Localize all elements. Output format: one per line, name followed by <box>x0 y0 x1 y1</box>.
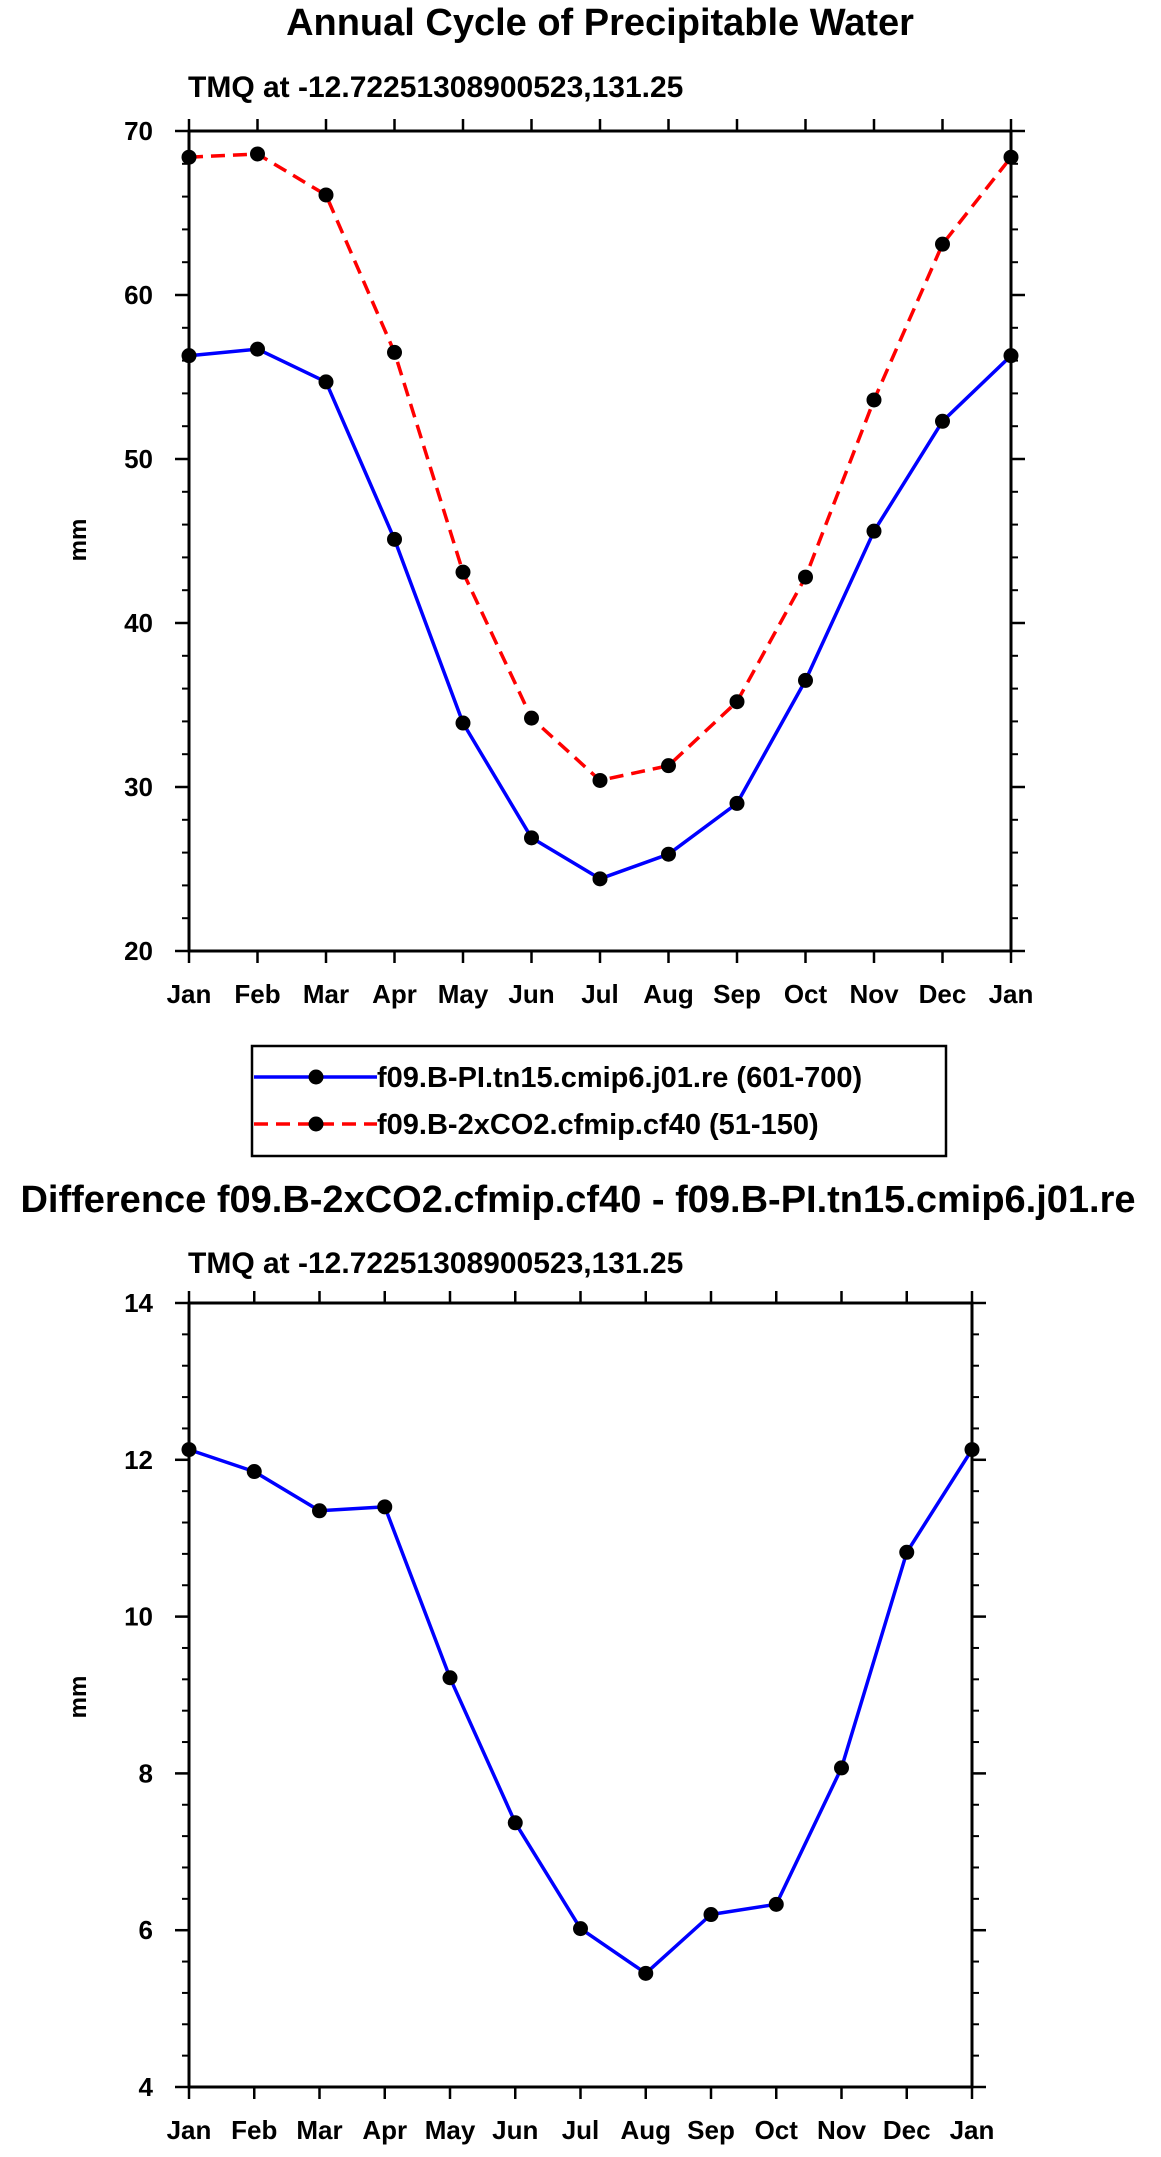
chart1-series1-point <box>387 531 402 547</box>
chart1-xtick-label: Jun <box>508 979 554 1009</box>
chart1-ytick-label: 40 <box>124 608 153 638</box>
chart2-ytick-label: 8 <box>139 1758 153 1788</box>
chart1-title: Annual Cycle of Precipitable Water <box>286 2 914 44</box>
chart1-series1-point <box>455 715 471 731</box>
chart1-series2-point <box>318 187 334 203</box>
chart1-xtick-label: Dec <box>919 979 967 1009</box>
chart1-ylabel: mm <box>65 519 92 562</box>
chart2-xtick-label: Oct <box>755 2115 799 2145</box>
chart2-xtick-label: Nov <box>817 2115 867 2145</box>
chart1-series1-point <box>250 341 265 357</box>
chart2-xtick-label: Jun <box>492 2115 538 2145</box>
chart1-series1-point <box>729 795 745 811</box>
chart1-series2-point <box>181 149 197 165</box>
chart2-series1-point <box>312 1503 327 1519</box>
chart1-series1-point <box>592 871 608 887</box>
chart2-series1-point <box>638 1965 654 1981</box>
chart1-plot: 20 30 40 50 60 70 Jan Feb Mar Apr May Jun Jul Aug Sep O… <box>124 116 1033 1009</box>
chart2-xtick-label: Feb <box>231 2115 277 2145</box>
legend-marker-series2 <box>308 1116 324 1132</box>
chart2-series1-point <box>246 1464 262 1480</box>
chart1-series2-point <box>524 710 539 726</box>
chart2-ytick-label: 10 <box>124 1602 153 1632</box>
chart2-title: Difference f09.B-2xCO2.cfmip.cf40 - f09.… <box>20 1179 1135 1221</box>
chart1-xtick-label: Jan <box>989 979 1034 1009</box>
chart2-xtick-label: Jan <box>167 2115 212 2145</box>
chart1-ytick-label: 20 <box>124 936 153 966</box>
chart1-series2-point <box>455 564 471 580</box>
chart1-ytick-label: 30 <box>124 772 153 802</box>
chart2-series1-point <box>768 1896 784 1912</box>
chart2-series1-point <box>507 1815 523 1831</box>
chart2-series1-point <box>573 1921 588 1937</box>
chart1-xtick-label: Sep <box>713 979 761 1009</box>
chart2-xtick-label: Jan <box>950 2115 995 2145</box>
chart2-ytick-label: 12 <box>124 1445 153 1475</box>
chart1-xtick-label: Aug <box>643 979 694 1009</box>
chart2-ylabel: mm <box>65 1676 92 1719</box>
chart2-frame <box>187 1301 974 2089</box>
chart1-legend: f09.B-PI.tn15.cmip6.j01.re (601-700) f09… <box>250 1044 948 1158</box>
chart1-frame <box>187 129 1013 953</box>
chart2-xtick-label: Jul <box>562 2115 600 2145</box>
chart2-series1-point <box>377 1499 393 1515</box>
chart2-xtick-label: Sep <box>687 2115 735 2145</box>
chart2-series1-point <box>834 1760 849 1776</box>
chart2-plot: 4 6 8 10 12 14 Jan Feb Mar Apr May Jun Jul Aug Sep Oct N… <box>124 1288 994 2145</box>
chart1-series1-point <box>798 672 813 688</box>
chart1-xtick-label: Mar <box>303 979 349 1009</box>
legend-label-series1: f09.B-PI.tn15.cmip6.j01.re (601-700) <box>377 1062 862 1094</box>
chart1-series1-point <box>524 830 539 846</box>
chart1-xtick-label: Nov <box>849 979 899 1009</box>
chart1-series1-point <box>866 523 882 539</box>
chart2-xtick-label: Apr <box>362 2115 407 2145</box>
chart2-ytick-label: 6 <box>139 1915 153 1945</box>
chart2-series1-point <box>703 1907 719 1923</box>
chart1-series2-point <box>661 758 676 774</box>
chart1-series1-point <box>935 413 950 429</box>
chart1-series-line-1 <box>188 347 1013 881</box>
chart2-series1-point <box>964 1442 980 1458</box>
legend-marker-series1 <box>308 1069 324 1085</box>
chart1-series2-point <box>729 694 745 710</box>
chart2-ytick-label: 4 <box>139 2072 154 2102</box>
legend-label-series2: f09.B-2xCO2.cfmip.cf40 (51-150) <box>377 1109 819 1141</box>
chart1-xtick-label: Apr <box>372 979 417 1009</box>
chart1-subtitle: TMQ at -12.72251308900523,131.25 <box>188 71 683 104</box>
legend-box <box>250 1044 948 1158</box>
chart2-subtitle: TMQ at -12.72251308900523,131.25 <box>188 1247 683 1280</box>
chart1-series1-point <box>181 348 197 364</box>
chart1-ytick-label: 70 <box>124 116 153 146</box>
chart1-series1-point <box>318 374 334 390</box>
chart1-series2-point <box>387 344 402 360</box>
chart1-series1-point <box>1003 348 1019 364</box>
chart1-series2-point <box>592 772 608 788</box>
chart2-xtick-label: May <box>425 2115 476 2145</box>
chart2-xtick-label: Dec <box>883 2115 931 2145</box>
chart2-series1-point <box>442 1670 458 1686</box>
chart1-series2-point <box>250 146 265 162</box>
chart1-series1-point <box>661 846 676 862</box>
chart1-series-line-2 <box>188 152 1013 783</box>
chart1-series2-point <box>1003 149 1019 165</box>
chart2-ytick-label: 14 <box>124 1288 153 1318</box>
chart1-xtick-label: May <box>438 979 489 1009</box>
chart2-series1-point <box>899 1544 915 1560</box>
chart1-series2-point <box>866 392 882 408</box>
chart1-ytick-label: 60 <box>124 280 153 310</box>
chart1-series2-point <box>798 569 813 585</box>
chart1-ytick-label: 50 <box>124 444 153 474</box>
chart2-xtick-label: Mar <box>296 2115 342 2145</box>
chart1-series2-point <box>935 236 950 252</box>
chart2-series-line-1 <box>188 1447 974 1976</box>
chart2-xtick-label: Aug <box>620 2115 671 2145</box>
chart1-xtick-label: Jul <box>581 979 619 1009</box>
chart1-xtick-label: Feb <box>234 979 280 1009</box>
chart1-xtick-label: Jan <box>167 979 212 1009</box>
chart1-xtick-label: Oct <box>784 979 828 1009</box>
chart2-series1-point <box>181 1442 197 1458</box>
